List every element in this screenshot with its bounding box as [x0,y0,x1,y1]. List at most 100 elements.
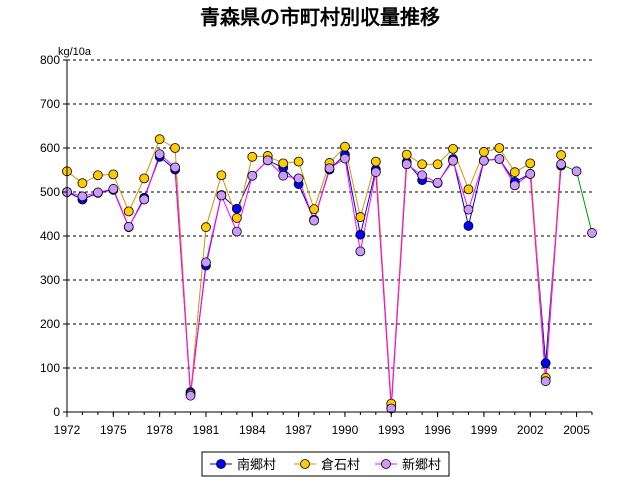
data-point [432,159,443,170]
y-tick-label: 400 [40,229,60,243]
series-line-segment [112,188,130,227]
series-line-segment [344,154,361,235]
x-tick-label: 2002 [517,423,544,437]
series-line-segment [220,195,238,232]
series-line-segment [236,175,253,209]
legend-label: 南郷村 [237,457,276,473]
data-point [494,154,505,164]
series-line-segment [359,172,377,252]
data-point [247,151,258,162]
legend-label: 新郷村 [402,457,441,473]
x-tick-label: 1996 [424,423,451,437]
y-tick-label: 500 [40,185,60,199]
x-tick-label: 1990 [332,423,359,437]
data-point [448,143,458,154]
data-point [154,134,165,145]
legend-marker [216,459,226,469]
data-point [370,167,381,178]
legend-marker [381,459,391,469]
series-line-segment [452,160,469,210]
series-line-segment [375,172,392,409]
data-point [463,184,474,195]
data-point [432,177,443,188]
axes: 0 100 200 300 400 500 600 700 800 1972 1975 1978 198… [40,53,593,437]
x-tick-label: 1972 [54,423,81,437]
y-axis-label: kg/10a [58,46,92,58]
data-point [556,159,567,170]
series-line-segment [576,171,593,234]
data-point [216,170,227,181]
y-tick-label: 700 [40,97,60,111]
series-line-segment [205,195,222,263]
data-point [77,191,88,202]
data-point [293,173,304,184]
x-tick-label: 1999 [471,423,498,437]
data-point [509,180,520,191]
series-line-segment [359,169,377,235]
y-tick-label: 200 [40,317,60,331]
x-tick-label: 2005 [563,423,590,437]
data-point [587,228,597,238]
legend-label: 倉石村 [321,458,360,473]
data-point [170,162,180,173]
series-line-segment [190,227,207,395]
data-point [278,170,289,181]
series-line-segment [545,164,562,382]
data-point [417,170,428,181]
y-tick-label: 300 [40,273,60,287]
x-tick-label: 1984 [239,423,266,437]
x-tick-label: 1993 [378,423,405,437]
data-point [201,222,211,233]
data-point [123,221,134,232]
data-point [401,149,412,160]
series-1 [66,154,562,408]
data-point [262,155,273,166]
series-1-markers [62,149,567,413]
data-point [355,212,366,222]
series-2-markers [62,134,567,409]
x-tick-label: 1987 [285,423,312,437]
data-point [231,203,242,214]
data-point [170,143,180,153]
data-point [540,358,551,369]
data-point [525,169,536,179]
data-point [463,204,474,215]
data-point [540,376,551,387]
y-tick-label: 600 [40,141,60,155]
data-point [247,170,258,181]
data-point [216,190,227,201]
series-line-segment [467,160,485,210]
data-point [309,215,319,226]
data-point [417,159,428,170]
legend-box [201,451,450,477]
x-tick-label: 1975 [100,423,127,437]
data-point [571,166,582,177]
series-3-markers [62,149,597,414]
series-line-segment [112,174,130,212]
data-point [139,194,150,205]
data-point [293,156,304,167]
data-point [370,156,381,167]
plot-area [62,134,597,414]
data-point [154,149,165,160]
series-line-segment [529,173,547,382]
data-point [77,178,88,189]
series-line-segment [128,199,145,228]
data-point [463,220,474,231]
data-point [108,169,119,180]
data-point [448,155,458,166]
data-point [108,184,119,194]
data-point [92,187,103,198]
series-line-segment [143,139,161,179]
y-tick-label: 0 [53,405,60,419]
data-point [278,158,289,169]
data-point [479,147,489,157]
data-point [231,213,242,223]
data-point [340,153,350,164]
data-point [509,167,520,178]
y-tick-label: 800 [40,53,60,67]
series-line-segment [205,175,222,228]
series-line-segment [390,164,408,409]
data-point [355,229,366,240]
